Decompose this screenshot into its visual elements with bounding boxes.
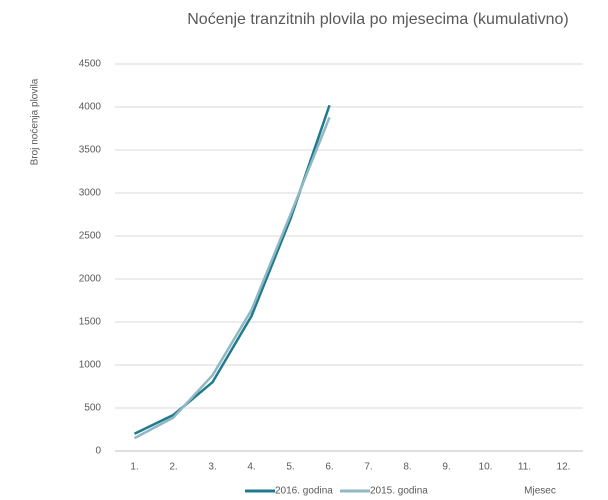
- y-tick-label: 500: [84, 403, 101, 414]
- x-tick-label: 3.: [208, 462, 216, 473]
- y-axis-label: Broj noćenja plovila: [30, 78, 41, 165]
- x-axis-label: Mjesec: [524, 486, 556, 497]
- x-tick-label: 2.: [169, 462, 177, 473]
- y-tick-label: 1000: [79, 360, 102, 371]
- x-tick-label: 4.: [247, 462, 255, 473]
- series-line: [133, 104, 331, 435]
- y-tick-label: 2500: [79, 231, 102, 242]
- x-tick-label: 7.: [364, 462, 372, 473]
- y-tick-label: 0: [95, 446, 101, 457]
- x-tick-label: 11.: [518, 462, 531, 473]
- y-tick-label: 2000: [79, 274, 102, 285]
- y-tick-label: 3000: [79, 188, 102, 199]
- y-tick-label: 3500: [79, 145, 102, 156]
- legend-label: 2015. godina: [370, 486, 428, 497]
- y-tick-label: 4000: [79, 102, 102, 113]
- y-tick-label: 1500: [79, 317, 102, 328]
- x-tick-label: 12.: [557, 462, 571, 473]
- legend-label: 2016. godina: [275, 486, 333, 497]
- y-tick-label: 4500: [79, 59, 102, 70]
- x-tick-label: 10.: [479, 462, 493, 473]
- x-tick-label: 8.: [403, 462, 411, 473]
- x-tick-label: 6.: [325, 462, 333, 473]
- chart-title: Noćenje tranzitnih plovila po mjesecima …: [187, 11, 569, 28]
- x-tick-label: 1.: [130, 462, 138, 473]
- series-line: [133, 116, 331, 440]
- x-tick-label: 5.: [286, 462, 294, 473]
- x-tick-label: 9.: [442, 462, 450, 473]
